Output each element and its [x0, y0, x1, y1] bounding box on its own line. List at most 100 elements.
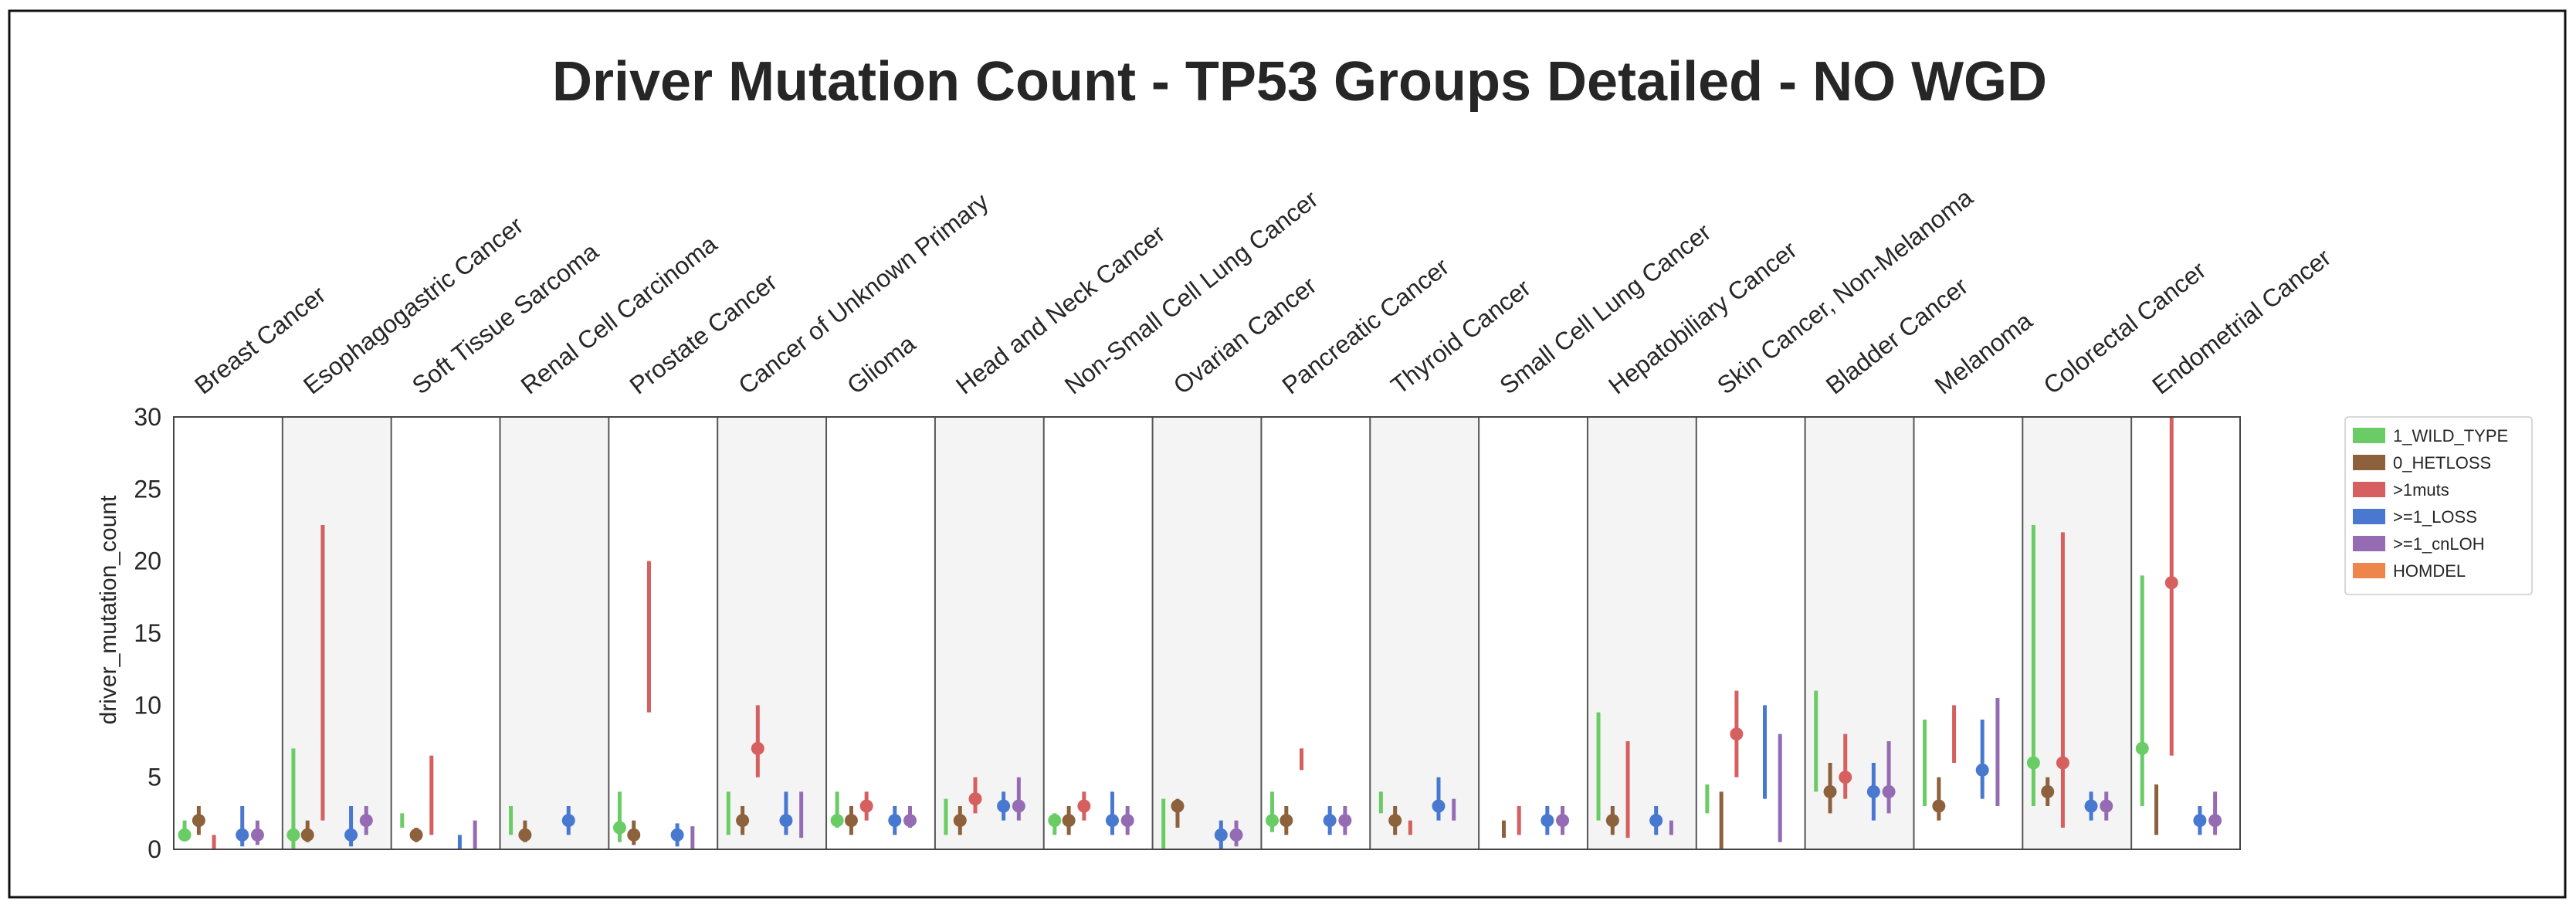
point-0-hetloss: [1388, 814, 1402, 828]
point-0-hetloss: [1605, 814, 1619, 828]
category-band: [174, 417, 283, 849]
point-0-hetloss: [1280, 814, 1293, 828]
point-1-cnloh: [2100, 799, 2113, 813]
point-1-cnloh: [903, 814, 917, 828]
category-band: [826, 417, 935, 849]
plot-frame: [173, 416, 2241, 850]
point-0-hetloss: [1932, 799, 1946, 813]
point-1-wild-type: [2026, 756, 2040, 770]
y-axis-label: driver_mutation_count: [96, 495, 121, 725]
legend-label: 1_WILD_TYPE: [2393, 426, 2508, 446]
category-bands: [174, 417, 2240, 849]
y-tick-label: 5: [147, 764, 161, 791]
point-1-loss: [1214, 828, 1228, 842]
legend-label: >=1_LOSS: [2393, 507, 2477, 527]
category-band: [1696, 417, 1805, 849]
point-1muts: [2164, 576, 2178, 590]
legend-box: [2344, 416, 2533, 595]
point-1-wild-type: [178, 828, 192, 842]
point-1-wild-type: [1048, 814, 1062, 828]
point-1-cnloh: [2208, 814, 2222, 828]
point-1-wild-type: [1266, 814, 1280, 828]
category-band: [1261, 417, 1371, 849]
point-1-loss: [344, 828, 358, 842]
point-1-wild-type: [2135, 741, 2149, 755]
point-1-loss: [1105, 814, 1119, 828]
legend-swatch: [2353, 455, 2385, 470]
point-1-loss: [2084, 799, 2098, 813]
category-band: [717, 417, 827, 849]
point-1-loss: [1432, 799, 1446, 813]
category-band: [2131, 417, 2240, 849]
point-1-loss: [888, 814, 902, 828]
legend-swatch: [2353, 428, 2385, 443]
legend-label: HOMDEL: [2393, 561, 2466, 581]
point-1-loss: [1541, 814, 1554, 828]
point-1-loss: [236, 828, 249, 842]
y-tick-label: 15: [134, 619, 161, 647]
point-1-cnloh: [1120, 814, 1134, 828]
point-1muts: [1730, 727, 1744, 741]
category-band: [500, 417, 609, 849]
point-0-hetloss: [627, 828, 641, 842]
series-marks: [178, 417, 2222, 849]
y-tick-label: 25: [134, 475, 161, 503]
point-1-loss: [561, 814, 575, 828]
y-tick-label: 0: [147, 835, 161, 863]
point-0-hetloss: [736, 814, 750, 828]
legend-swatch: [2353, 563, 2385, 578]
legend-swatch: [2353, 509, 2385, 524]
point-0-hetloss: [192, 814, 205, 828]
category-band: [1479, 417, 1588, 849]
legend-swatch: [2353, 482, 2385, 497]
point-0-hetloss: [300, 828, 314, 842]
point-1-cnloh: [1556, 814, 1570, 828]
point-1-cnloh: [359, 814, 373, 828]
category-band: [391, 417, 500, 849]
category-band: [1370, 417, 1480, 849]
chart-title: Driver Mutation Count - TP53 Groups Deta…: [552, 51, 2047, 113]
legend: 1_WILD_TYPE 0_HETLOSS >1muts >=1_LOSS >=1_cn…: [2344, 416, 2533, 595]
point-1muts: [2056, 756, 2069, 770]
point-0-hetloss: [409, 828, 423, 842]
category-band: [934, 417, 1044, 849]
legend-swatch: [2353, 536, 2385, 551]
point-1-loss: [670, 828, 684, 842]
point-0-hetloss: [953, 814, 967, 828]
point-1-loss: [779, 814, 793, 828]
category-band: [282, 417, 391, 849]
category-band: [1805, 417, 1914, 849]
point-1muts: [859, 799, 873, 813]
category-band: [608, 417, 718, 849]
y-tick-label: 30: [134, 403, 161, 431]
point-1-cnloh: [1229, 828, 1243, 842]
category-band: [1587, 417, 1696, 849]
category-band: [2022, 417, 2132, 849]
point-0-hetloss: [1062, 814, 1076, 828]
chart-marks: [178, 417, 2222, 849]
legend-label: >=1_cnLOH: [2393, 534, 2485, 554]
point-1-cnloh: [1882, 784, 1896, 798]
category-band: [1043, 417, 1153, 849]
point-1-wild-type: [612, 821, 626, 835]
point-1-wild-type: [830, 814, 844, 828]
point-1-loss: [1975, 763, 1989, 777]
point-1-cnloh: [250, 828, 264, 842]
point-1muts: [968, 792, 982, 806]
point-0-hetloss: [1171, 799, 1185, 813]
point-1-loss: [997, 799, 1011, 813]
point-1-loss: [1649, 814, 1663, 828]
legend-label: >1muts: [2393, 480, 2449, 500]
category-band: [1152, 417, 1262, 849]
point-1-cnloh: [1338, 814, 1352, 828]
point-0-hetloss: [518, 828, 532, 842]
point-1-wild-type: [286, 828, 300, 842]
point-1-loss: [2193, 814, 2207, 828]
point-1-loss: [1866, 784, 1880, 798]
y-axis: 0 5 10 15 20 25 30: [134, 403, 161, 863]
y-tick-label: 10: [134, 691, 161, 719]
point-1muts: [1839, 771, 1852, 784]
point-1-cnloh: [1012, 799, 1025, 813]
point-0-hetloss: [844, 814, 858, 828]
